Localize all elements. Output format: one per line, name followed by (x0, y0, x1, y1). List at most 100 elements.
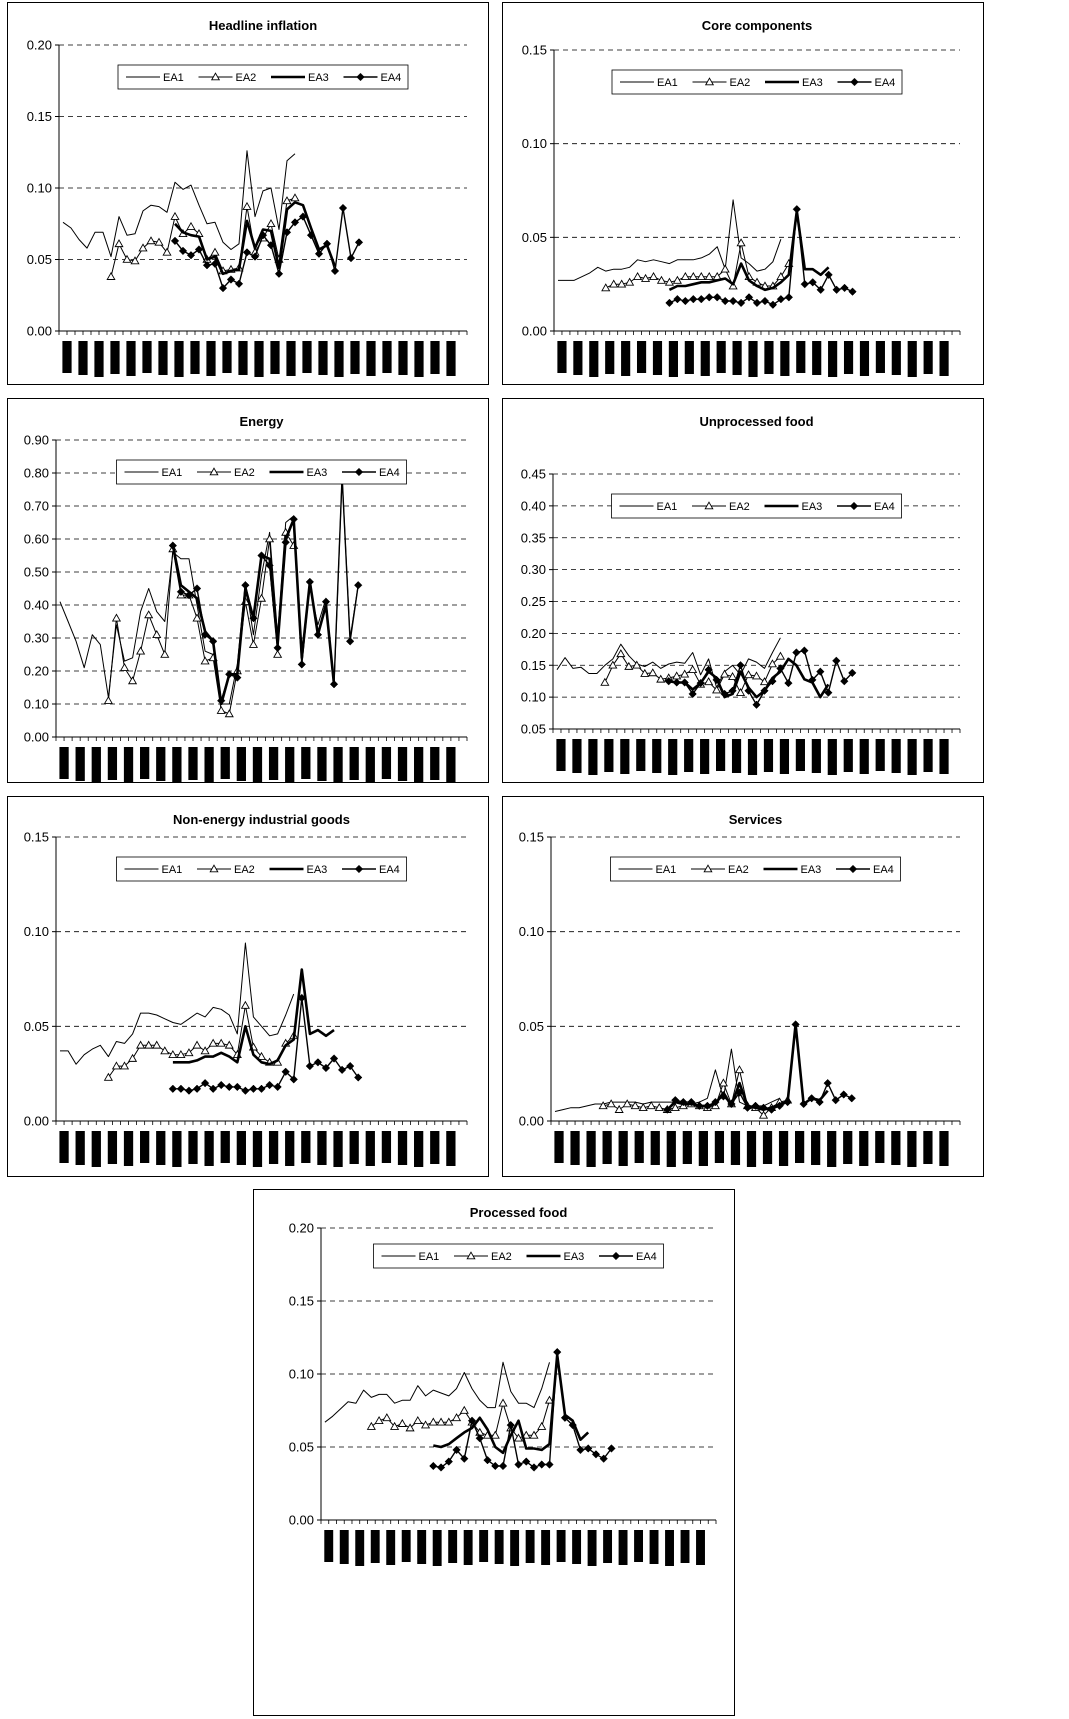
x-category-label (827, 739, 837, 775)
data-point (727, 1099, 736, 1109)
x-category-label (381, 747, 392, 779)
data-point (840, 283, 849, 293)
x-category-label (843, 341, 854, 374)
x-category-label (220, 1131, 230, 1163)
data-point (168, 541, 178, 550)
data-point (711, 1097, 720, 1107)
data-point (313, 1058, 323, 1067)
data-point (382, 1413, 392, 1422)
chart-title: Energy (239, 414, 284, 429)
legend-label-ea1: EA1 (657, 77, 678, 89)
x-category-label (778, 1131, 789, 1166)
data-point (696, 271, 706, 280)
data-point (513, 1433, 524, 1442)
data-point (152, 1040, 162, 1049)
series-line-ea3 (666, 1023, 829, 1111)
y-tick-label: 0.50 (24, 565, 49, 580)
data-point (768, 677, 777, 686)
x-category-label (780, 341, 790, 376)
data-point (202, 261, 212, 270)
x-category-label (604, 739, 614, 772)
data-point (354, 581, 363, 590)
x-category-label (939, 739, 949, 774)
x-category-label (715, 739, 726, 771)
x-category-label (334, 341, 344, 377)
y-tick-label: 0.10 (24, 924, 49, 939)
legend-label-ea4: EA4 (873, 864, 894, 876)
data-point (840, 677, 849, 686)
data-point (728, 296, 738, 306)
x-category-label (891, 739, 901, 773)
data-point (744, 293, 754, 302)
data-point (176, 1050, 186, 1059)
data-point (290, 218, 300, 227)
data-point (680, 678, 689, 687)
x-category-label (621, 341, 631, 376)
x-category-label (270, 341, 280, 374)
y-tick-label: 0.00 (27, 324, 52, 339)
data-point (776, 664, 785, 673)
x-category-label (668, 341, 678, 377)
legend-label-ea1: EA1 (163, 72, 184, 84)
data-point (775, 651, 786, 660)
x-category-label (285, 1131, 295, 1166)
x-category-label (572, 1530, 582, 1564)
data-point (768, 300, 778, 309)
data-point (338, 203, 348, 213)
data-point (598, 1101, 608, 1110)
x-category-label (370, 1530, 380, 1563)
y-tick-label: 0.60 (24, 532, 49, 547)
legend-label-ea4: EA4 (875, 77, 896, 89)
data-point (720, 669, 730, 678)
data-point (656, 275, 667, 284)
x-category-label (401, 1530, 411, 1562)
data-point (847, 1094, 856, 1103)
data-point (176, 587, 186, 596)
data-point (584, 1444, 593, 1453)
data-point (799, 1099, 808, 1109)
x-category-label (716, 341, 726, 373)
data-point (354, 238, 364, 247)
legend-label-ea3: EA3 (307, 864, 328, 876)
data-point (784, 678, 793, 688)
chart-processed-svg: Processed food 0.00 0.05 0.10 0.15 0.20 EA1 EA2… (289, 1205, 717, 1566)
y-tick-label: 0.10 (519, 924, 544, 939)
data-point (728, 281, 738, 290)
data-point (791, 1020, 800, 1029)
x-category-label (666, 1131, 676, 1167)
x-category-label (510, 1530, 520, 1566)
y-tick-label: 0.00 (289, 1513, 314, 1528)
data-point (160, 649, 170, 658)
x-category-label (446, 747, 456, 782)
data-point (553, 1347, 562, 1357)
data-point (776, 271, 786, 280)
x-category-label (301, 1131, 311, 1163)
data-point (225, 670, 234, 679)
legend-label-ea1: EA1 (162, 467, 183, 479)
data-point (176, 1084, 186, 1093)
data-point (640, 273, 651, 282)
data-point (130, 256, 140, 265)
data-point (266, 219, 276, 228)
data-point (815, 1097, 824, 1107)
data-point (648, 271, 659, 280)
data-point (664, 677, 673, 686)
data-point (784, 293, 793, 302)
data-point (106, 271, 116, 280)
legend-marker (356, 72, 365, 82)
data-point (366, 1421, 376, 1430)
x-category-label (94, 341, 104, 377)
data-point (606, 1099, 616, 1108)
data-point (776, 294, 786, 304)
legend-marker (354, 467, 364, 477)
x-category-label (126, 341, 136, 376)
data-point (665, 298, 674, 308)
x-category-label (620, 739, 630, 774)
x-category-label (923, 739, 933, 772)
data-point (705, 293, 714, 302)
data-point (178, 246, 188, 256)
x-category-label (907, 739, 917, 775)
x-category-label (907, 1131, 917, 1167)
data-point (831, 1096, 840, 1105)
x-category-label (432, 1530, 442, 1566)
